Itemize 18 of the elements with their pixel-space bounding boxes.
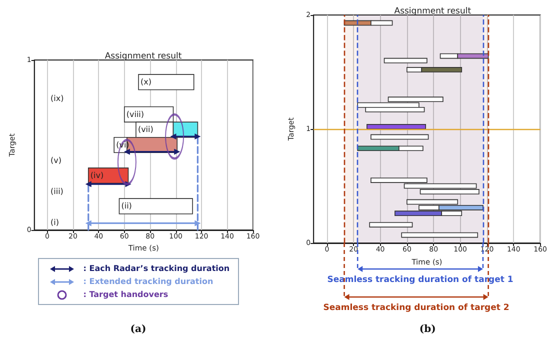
annotation: (x) <box>140 78 152 87</box>
annotation: (i) <box>50 218 59 227</box>
annotation: (iv) <box>90 171 104 180</box>
legend-label: : Target handovers <box>83 290 168 299</box>
chart-title: Assignment result <box>104 52 182 62</box>
legend-label: Seamless tracking duration of target 2 <box>323 303 510 313</box>
annotation: (ix) <box>50 94 64 104</box>
annotation: (ii) <box>121 202 132 211</box>
annotation: (v) <box>50 156 62 165</box>
legend-label: : Extended tracking duration <box>83 277 214 286</box>
text: (a) <box>130 324 146 335</box>
annotation: (iii) <box>50 186 64 196</box>
annotation: (viii) <box>126 110 144 119</box>
legend-label: Seamless tracking duration of target 1 <box>327 275 514 285</box>
annotation: (vii) <box>138 125 154 134</box>
chart-title: Assignment result <box>394 6 472 16</box>
legend-label: : Each Radar’s tracking duration <box>83 264 230 273</box>
text: (b) <box>419 324 436 335</box>
